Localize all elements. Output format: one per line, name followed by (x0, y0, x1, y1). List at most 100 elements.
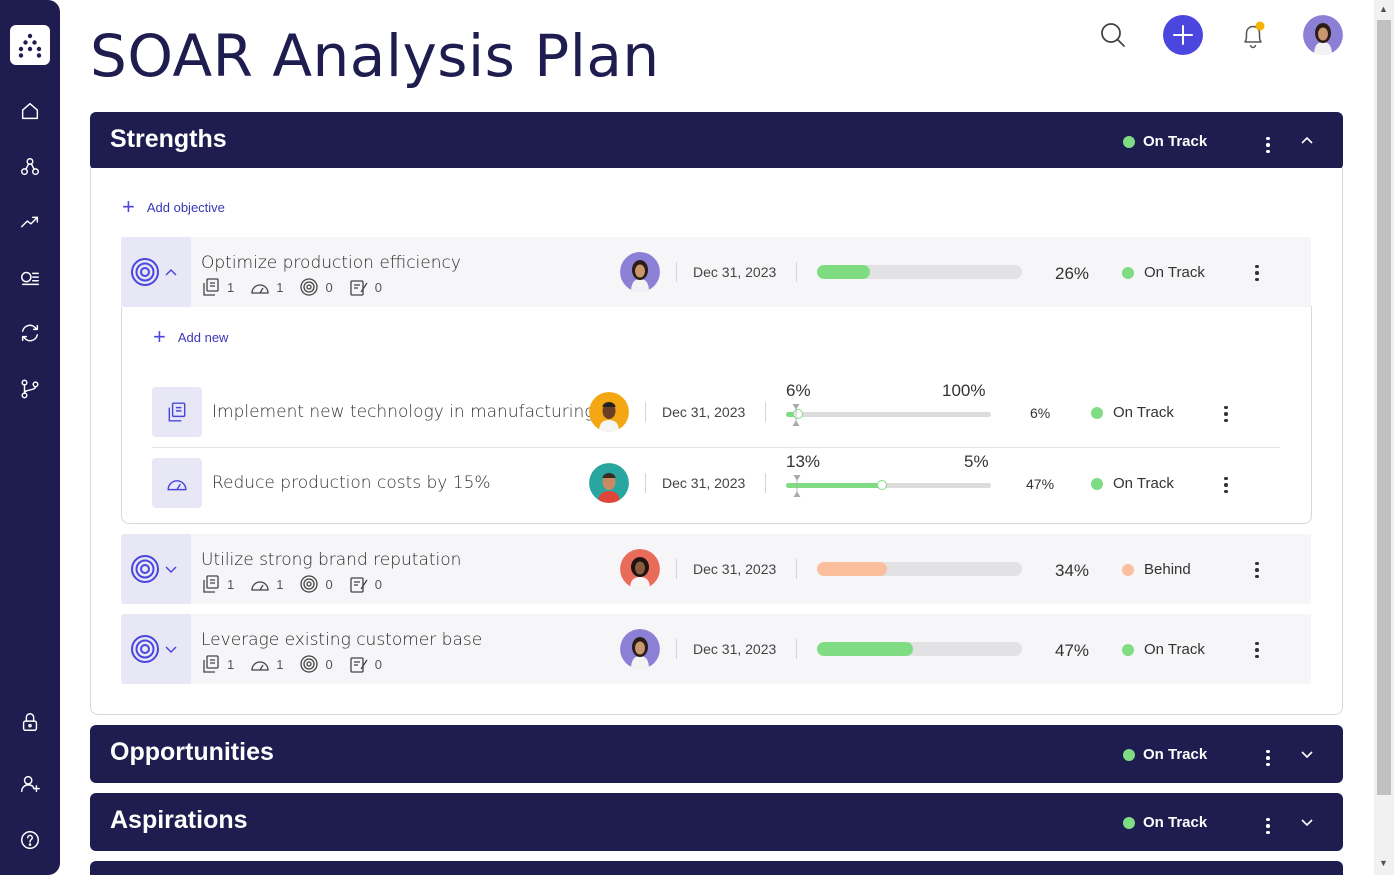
create-button[interactable] (1163, 15, 1203, 55)
scroll-up-icon[interactable]: ▲ (1379, 4, 1388, 14)
status-dot (1091, 406, 1103, 419)
objective-menu-icon[interactable] (1247, 560, 1267, 580)
objective-status: On Track (1122, 641, 1205, 658)
progress-knob[interactable] (793, 409, 804, 419)
key-result-icon (168, 402, 186, 422)
progress-fill (786, 412, 799, 417)
owner-avatar[interactable] (589, 392, 629, 432)
search-icon[interactable] (1093, 15, 1133, 55)
add-new-button[interactable]: + Add new (153, 326, 228, 348)
progress-fill (786, 483, 883, 488)
objective-stats: 1 1 0 0 (201, 654, 382, 674)
add-user-icon[interactable] (18, 772, 42, 796)
due-date: Dec 31, 2023 (693, 641, 777, 657)
add-objective-label: Add objective (146, 199, 225, 215)
section-title: Strengths (110, 125, 227, 153)
stat-value: 1 (227, 576, 235, 592)
key-result-title: Reduce production costs by 15% (212, 473, 491, 493)
key-result-row[interactable]: Reduce production costs by 15% Dec 31, 2… (152, 452, 1280, 514)
key-result-menu-icon[interactable] (1216, 475, 1236, 495)
status-label: Behind (1144, 561, 1191, 578)
owner-avatar[interactable] (620, 252, 660, 292)
chevron-down-icon[interactable] (1298, 813, 1316, 831)
progress-bar (817, 642, 1022, 656)
owner-avatar[interactable] (620, 549, 660, 589)
add-objective-button[interactable]: + Add objective (122, 196, 225, 218)
scroll-down-icon[interactable]: ▼ (1379, 858, 1388, 868)
key-result-icon (203, 655, 219, 673)
plus-icon: + (122, 194, 135, 219)
divider (796, 639, 797, 659)
stat-value: 0 (325, 279, 333, 295)
section-header-strengths[interactable]: Strengths On Track (90, 112, 1343, 170)
progress-percent: 47% (1026, 476, 1055, 492)
branch-icon[interactable] (18, 377, 42, 401)
objective-menu-icon[interactable] (1247, 640, 1267, 660)
section-menu-icon[interactable] (1258, 748, 1278, 768)
section-menu-icon[interactable] (1258, 816, 1278, 836)
divider (645, 402, 646, 422)
objective-toggle[interactable] (121, 534, 191, 604)
trend-icon[interactable] (18, 210, 42, 234)
due-date: Dec 31, 2023 (693, 561, 777, 577)
chevron-down-icon[interactable] (1298, 745, 1316, 763)
sync-icon[interactable] (18, 321, 42, 345)
chevron-down-icon (165, 566, 177, 574)
task-icon (350, 657, 368, 673)
home-icon[interactable] (18, 99, 42, 123)
gauge-icon (251, 581, 269, 591)
owner-avatar[interactable] (589, 463, 629, 503)
target-icon (131, 635, 159, 663)
objective-toggle[interactable] (121, 237, 191, 307)
chevron-up-icon[interactable] (1298, 132, 1316, 150)
notification-bell-icon[interactable] (1233, 15, 1273, 55)
divider (645, 473, 646, 493)
owner-avatar[interactable] (620, 629, 660, 669)
section-header-opportunities[interactable]: Opportunities On Track (90, 725, 1343, 783)
gauge-icon (167, 480, 187, 491)
add-new-label: Add new (177, 329, 229, 345)
user-avatar[interactable] (1303, 15, 1343, 55)
progress-fill (817, 265, 871, 279)
key-result-menu-icon[interactable] (1216, 404, 1236, 424)
scrollbar[interactable]: ▲ ▼ (1374, 0, 1394, 875)
list-icon[interactable] (18, 266, 42, 290)
scroll-thumb[interactable] (1377, 20, 1391, 795)
objective-row[interactable]: Utilize strong brand reputation 1 1 0 0 … (121, 534, 1311, 604)
page-title: SOAR Analysis Plan (90, 22, 660, 90)
stat-value: 0 (325, 656, 333, 672)
chevron-down-icon (165, 646, 177, 654)
chevron-up-icon (165, 268, 177, 276)
due-date: Dec 31, 2023 (662, 404, 746, 420)
status-dot (1122, 266, 1134, 279)
key-result-icon (203, 575, 219, 593)
objective-menu-icon[interactable] (1247, 263, 1267, 283)
section-header-next[interactable] (90, 861, 1343, 875)
key-result-row[interactable]: Implement new technology in manufacturin… (152, 381, 1280, 443)
status-label: On Track (1113, 475, 1174, 492)
stat-value: 1 (227, 656, 235, 672)
lock-icon[interactable] (18, 710, 42, 734)
progress-percent: 47% (1055, 641, 1090, 660)
section-title: Opportunities (110, 738, 274, 766)
objective-status: Behind (1122, 561, 1191, 578)
objective-toggle[interactable] (121, 614, 191, 684)
divider (676, 639, 677, 659)
app-logo[interactable] (10, 25, 50, 65)
section-header-aspirations[interactable]: Aspirations On Track (90, 793, 1343, 851)
objective-row[interactable]: Optimize production efficiency 1 1 0 0 D… (121, 237, 1311, 307)
target-value: 5% (964, 452, 989, 471)
progress-bar (817, 562, 1022, 576)
key-result-status: On Track (1091, 404, 1174, 421)
help-icon[interactable] (18, 828, 42, 852)
section-menu-icon[interactable] (1258, 135, 1278, 155)
objective-row[interactable]: Leverage existing customer base 1 1 0 0 … (121, 614, 1311, 684)
status-label: On Track (1143, 814, 1208, 831)
baseline-marker-icon (792, 404, 800, 426)
objective-expanded-panel (121, 306, 1312, 524)
key-result-icon-box (152, 458, 202, 508)
key-result-status: On Track (1091, 475, 1174, 492)
hierarchy-icon[interactable] (18, 155, 42, 179)
progress-knob[interactable] (877, 480, 888, 490)
status-label: On Track (1143, 133, 1208, 150)
